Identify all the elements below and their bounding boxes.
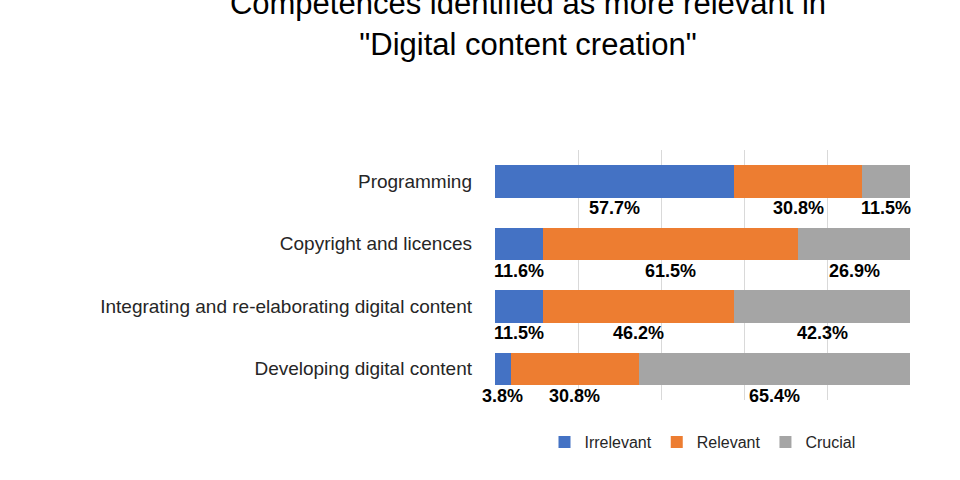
svg-text:30.8%: 30.8% <box>773 198 824 218</box>
svg-text:46.2%: 46.2% <box>613 323 664 343</box>
svg-text:Irrelevant: Irrelevant <box>585 434 652 451</box>
svg-text:11.5%: 11.5% <box>861 198 911 218</box>
svg-text:65.4%: 65.4% <box>749 386 800 406</box>
svg-text:61.5%: 61.5% <box>645 261 696 281</box>
svg-text:Integrating and re-elaborating: Integrating and re-elaborating digital c… <box>100 296 473 317</box>
svg-text:42.3%: 42.3% <box>797 323 848 343</box>
svg-text:57.7%: 57.7% <box>589 198 640 218</box>
svg-text:26.9%: 26.9% <box>829 261 880 281</box>
svg-text:30.8%: 30.8% <box>549 386 600 406</box>
svg-text:Relevant: Relevant <box>697 434 761 451</box>
svg-text:3.8%: 3.8% <box>482 386 523 406</box>
svg-text:11.6%: 11.6% <box>494 261 544 281</box>
svg-text:Developing digital content: Developing digital content <box>254 358 472 379</box>
svg-text:Programming: Programming <box>358 171 472 192</box>
svg-text:Competences identified as more: Competences identified as more relevant … <box>230 0 826 62</box>
svg-text:Copyright and licences: Copyright and licences <box>280 233 472 254</box>
svg-text:Crucial: Crucial <box>805 434 855 451</box>
svg-text:11.5%: 11.5% <box>494 323 544 343</box>
